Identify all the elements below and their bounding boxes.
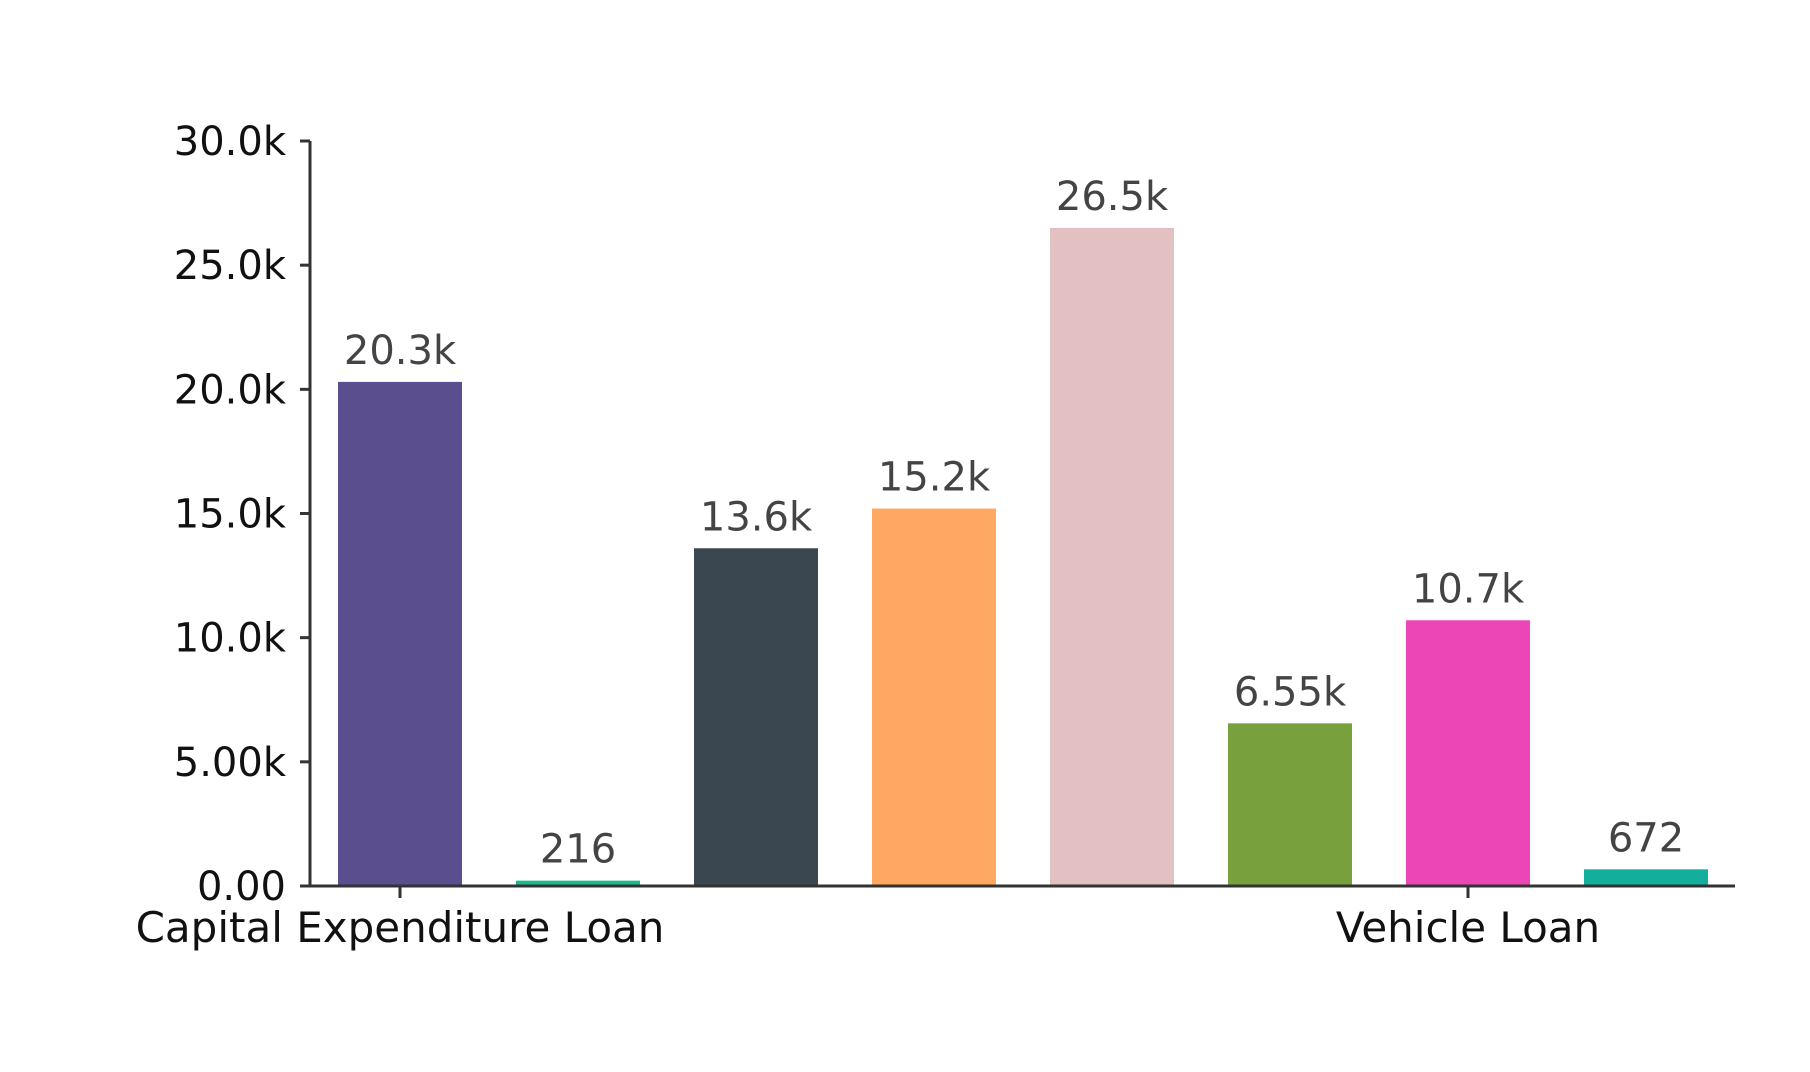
bars: [338, 227, 1708, 886]
y-tick-label: 0.00: [197, 864, 286, 910]
y-tick-label: 25.0k: [174, 243, 287, 289]
bar[interactable]: [1584, 869, 1708, 886]
bar-value-label: 672: [1608, 815, 1684, 861]
y-axis: 0.00 5.00k 10.0k 15.0k 20.0k 25.0k 30.0k: [174, 119, 312, 910]
bar[interactable]: [516, 880, 640, 886]
bar-value-label: 6.55k: [1234, 669, 1347, 715]
bar-value-label: 216: [540, 827, 616, 873]
bar-value-label: 20.3k: [344, 328, 457, 374]
x-tick-label: Vehicle Loan: [1336, 903, 1600, 952]
bar-value-label: 10.7k: [1412, 566, 1525, 612]
bar[interactable]: [1228, 723, 1352, 886]
bar-value-label: 13.6k: [700, 494, 813, 540]
x-tick-label: Capital Expenditure Loan: [136, 903, 665, 952]
x-axis: Capital Expenditure Loan Vehicle Loan: [136, 884, 1735, 952]
data-labels: 20.3k 216 13.6k 15.2k 26.5k 6.55k 10.7k 672: [344, 174, 1684, 873]
y-tick-label: 30.0k: [174, 119, 287, 165]
bar-value-label: 15.2k: [878, 455, 991, 501]
bar[interactable]: [1406, 620, 1530, 886]
bar[interactable]: [872, 508, 996, 886]
y-tick-label: 5.00k: [174, 740, 287, 786]
bar[interactable]: [338, 381, 462, 886]
bar-value-label: 26.5k: [1056, 174, 1169, 220]
y-tick-label: 20.0k: [174, 367, 287, 413]
y-tick-label: 10.0k: [174, 616, 287, 662]
bar[interactable]: [1050, 227, 1174, 886]
y-tick-label: 15.0k: [174, 492, 287, 538]
bar[interactable]: [694, 548, 818, 886]
